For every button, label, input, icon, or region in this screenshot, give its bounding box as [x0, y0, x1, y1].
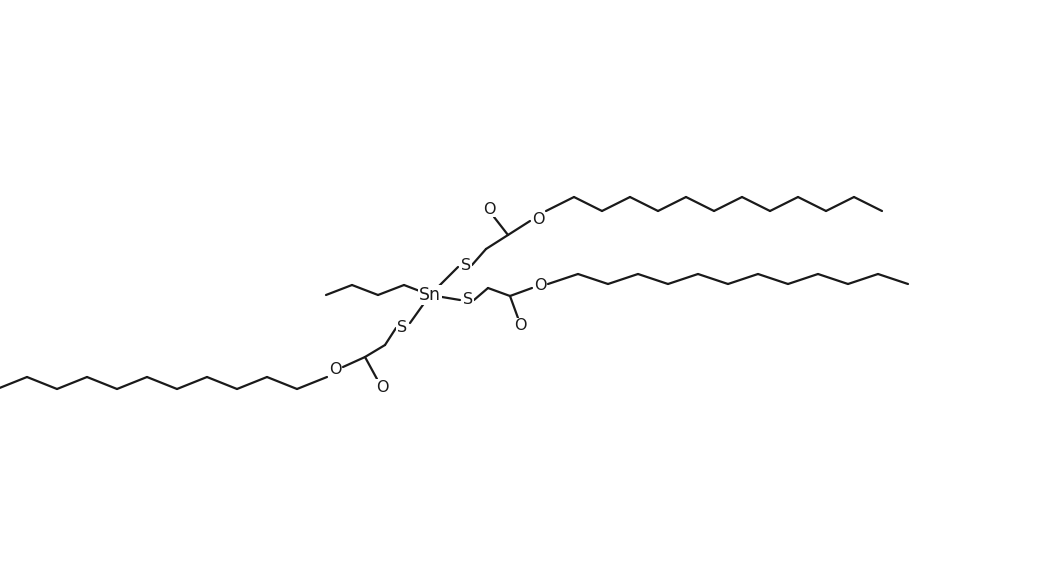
Text: S: S	[463, 292, 473, 307]
Text: O: O	[514, 319, 526, 333]
Text: S: S	[461, 257, 471, 273]
Text: O: O	[534, 279, 546, 293]
Text: O: O	[531, 211, 544, 226]
Text: O: O	[482, 202, 495, 216]
Text: S: S	[397, 320, 407, 336]
Text: O: O	[376, 379, 389, 395]
Text: Sn: Sn	[419, 286, 441, 304]
Text: O: O	[328, 361, 341, 377]
